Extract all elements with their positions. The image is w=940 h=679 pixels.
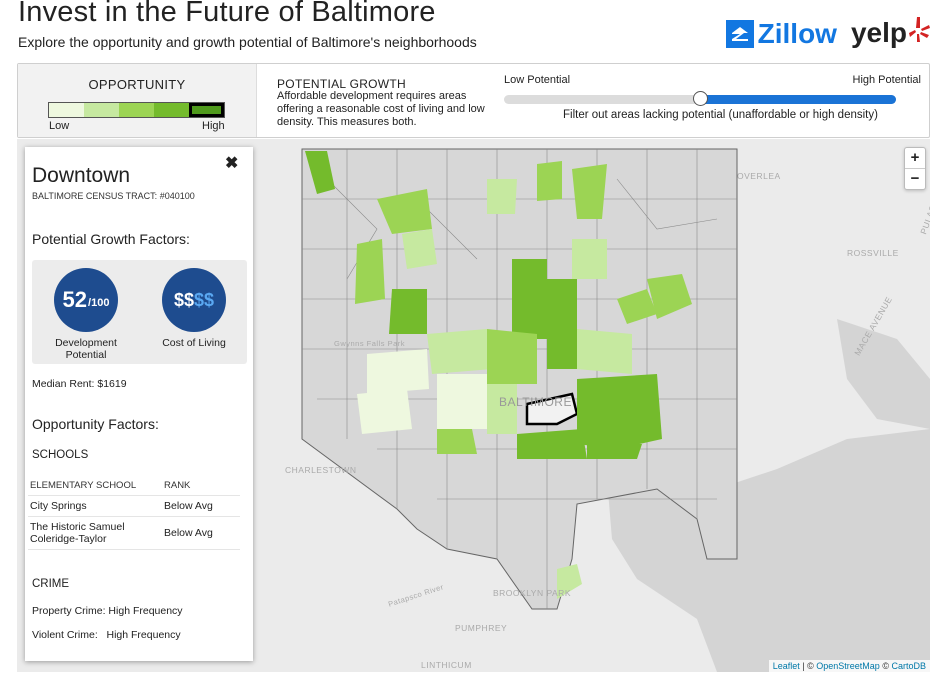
place-label-linthicum: LINTHICUM xyxy=(421,660,472,670)
zoom-control: + − xyxy=(904,147,926,190)
scale-swatch-3[interactable] xyxy=(119,103,154,117)
development-score-badge: 52/100 xyxy=(54,268,118,332)
attribution-copyright-2: © xyxy=(882,661,889,671)
tract-id: BALTIMORE CENSUS TRACT: #040100 xyxy=(32,191,195,201)
place-label-charlestown: CHARLESTOWN xyxy=(285,465,357,475)
control-bar: OPPORTUNITY Low High POTENTIAL GROWTH Af… xyxy=(17,63,930,138)
zillow-logo[interactable]: Zillow xyxy=(725,18,837,50)
school-name: The Historic Samuel Coleridge-Taylor xyxy=(28,516,162,550)
violent-crime: Violent Crime: High Frequency xyxy=(32,629,181,641)
place-label-overlea: OVERLEA xyxy=(737,171,781,181)
potential-slider-fill xyxy=(700,95,896,104)
partner-logos: Zillow yelp xyxy=(725,14,932,54)
bay-water xyxy=(837,319,930,429)
growth-factors-box: 52/100 $$ $$ Development Potential Cost o… xyxy=(32,260,247,364)
yelp-logo[interactable]: yelp xyxy=(850,15,932,52)
page-title: Invest in the Future of Baltimore xyxy=(18,0,436,28)
tract-info-panel: ✖ Downtown BALTIMORE CENSUS TRACT: #0401… xyxy=(25,147,253,661)
map-attribution: Leaflet | © OpenStreetMap © CartoDB xyxy=(768,660,930,672)
zoom-out-button[interactable]: − xyxy=(910,170,920,187)
slider-low-label: Low Potential xyxy=(504,74,571,86)
crime-heading: CRIME xyxy=(32,578,70,590)
median-rent: Median Rent: $1619 xyxy=(32,378,127,390)
cost-level-inactive: $$ xyxy=(194,289,215,310)
growth-factors-heading: Potential Growth Factors: xyxy=(32,231,190,247)
opportunity-legend-box: OPPORTUNITY Low High xyxy=(18,64,257,137)
scale-swatch-2[interactable] xyxy=(84,103,119,117)
table-row: The Historic Samuel Coleridge-Taylor Bel… xyxy=(28,516,240,550)
opportunity-title: OPPORTUNITY xyxy=(88,77,186,92)
map-canvas[interactable] xyxy=(17,139,930,672)
page-subtitle: Explore the opportunity and growth poten… xyxy=(18,34,477,50)
scale-swatch-5-selected[interactable] xyxy=(189,103,224,117)
school-rank: Below Avg xyxy=(162,495,240,517)
place-label-pumphrey: PUMPHREY xyxy=(455,623,508,633)
zillow-wordmark: Zillow xyxy=(757,18,837,49)
table-row: City Springs Below Avg xyxy=(28,495,240,517)
slider-caption: Filter out areas lacking potential (unaf… xyxy=(563,109,878,121)
attribution-copyright-1: © xyxy=(807,661,814,671)
development-score: 52 xyxy=(62,287,88,312)
cost-level-active: $$ xyxy=(173,289,194,310)
school-name: City Springs xyxy=(28,495,162,517)
schools-heading: SCHOOLS xyxy=(32,449,89,461)
opportunity-scale xyxy=(48,102,225,118)
place-label-gwynns-falls-park: Gwynns Falls Park xyxy=(334,339,406,348)
school-column-header: ELEMENTARY SCHOOL xyxy=(28,477,162,496)
scale-high-label: High xyxy=(202,120,225,132)
school-rank: Below Avg xyxy=(162,516,240,550)
slider-high-label: High Potential xyxy=(852,74,922,86)
opportunity-tracts[interactable] xyxy=(305,151,692,599)
place-label-baltimore: BALTIMORE xyxy=(499,395,572,409)
cartodb-link[interactable]: CartoDB xyxy=(891,661,926,671)
place-label-brooklyn-park: BROOKLYN PARK xyxy=(493,588,571,598)
zoom-in-button[interactable]: + xyxy=(905,148,925,169)
potential-slider-handle[interactable] xyxy=(693,91,708,106)
yelp-burst-icon xyxy=(908,15,932,52)
opportunity-factors-heading: Opportunity Factors: xyxy=(32,416,159,432)
leaflet-link[interactable]: Leaflet xyxy=(772,661,800,671)
potential-slider-track[interactable] xyxy=(504,91,896,106)
tract-name: Downtown xyxy=(32,164,131,187)
scale-swatch-1[interactable] xyxy=(49,103,84,117)
yelp-wordmark: yelp xyxy=(850,16,907,48)
development-label: Development Potential xyxy=(55,337,117,361)
osm-link[interactable]: OpenStreetMap xyxy=(816,661,880,671)
close-icon[interactable]: ✖ xyxy=(225,155,239,172)
scale-low-label: Low xyxy=(49,120,70,132)
rank-column-header: RANK xyxy=(162,477,240,496)
property-crime: Property Crime: High Frequency xyxy=(32,605,183,617)
zillow-z-icon xyxy=(725,20,754,48)
potential-growth-title: POTENTIAL GROWTH xyxy=(277,77,407,91)
potential-growth-description: Affordable development requires areas of… xyxy=(277,90,485,128)
development-score-max: /100 xyxy=(88,297,110,309)
schools-table: ELEMENTARY SCHOOL RANK City Springs Belo… xyxy=(28,477,240,550)
attribution-separator: | xyxy=(802,661,805,671)
scale-swatch-4[interactable] xyxy=(154,103,189,117)
cost-label: Cost of Living xyxy=(162,337,226,349)
place-label-rossville: ROSSVILLE xyxy=(847,248,899,258)
cost-of-living-badge: $$ $$ xyxy=(162,268,226,332)
